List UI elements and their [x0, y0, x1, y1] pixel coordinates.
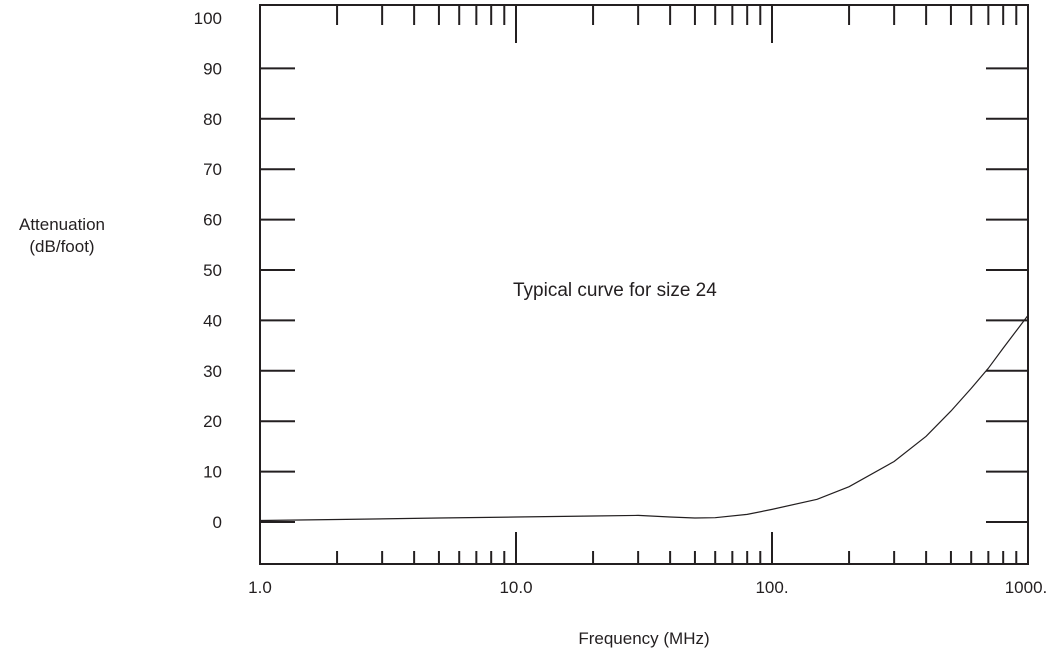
- y-tick-label: 60: [203, 211, 222, 230]
- y-tick-label: 90: [203, 59, 222, 78]
- axis-ticks: [260, 5, 1028, 564]
- x-tick-label: 100.: [755, 578, 788, 597]
- y-tick-label: 40: [203, 311, 222, 330]
- x-tick-label: 10.0: [499, 578, 532, 597]
- y-tick-label: 20: [203, 412, 222, 431]
- y-tick-label: 50: [203, 261, 222, 280]
- y-axis-label-line-1: Attenuation: [19, 215, 105, 234]
- x-axis-label: Frequency (MHz): [578, 629, 709, 648]
- plot-frame: [259, 4, 1029, 565]
- y-axis-label-line-2: (dB/foot): [29, 237, 94, 256]
- x-tick-label: 1.0: [248, 578, 272, 597]
- series-line: [259, 315, 1029, 522]
- y-tick-label: 70: [203, 160, 222, 179]
- y-tick-label: 80: [203, 110, 222, 129]
- y-tick-label: 100: [194, 9, 222, 28]
- y-tick-label: 30: [203, 362, 222, 381]
- y-tick-label: 0: [213, 513, 222, 532]
- chart-annotation: Typical curve for size 24: [513, 280, 717, 301]
- x-tick-label: 1000.: [1005, 578, 1048, 597]
- x-tick-labels: 1.0 10.0 100. 1000.: [248, 578, 1047, 597]
- y-tick-label: 10: [203, 463, 222, 482]
